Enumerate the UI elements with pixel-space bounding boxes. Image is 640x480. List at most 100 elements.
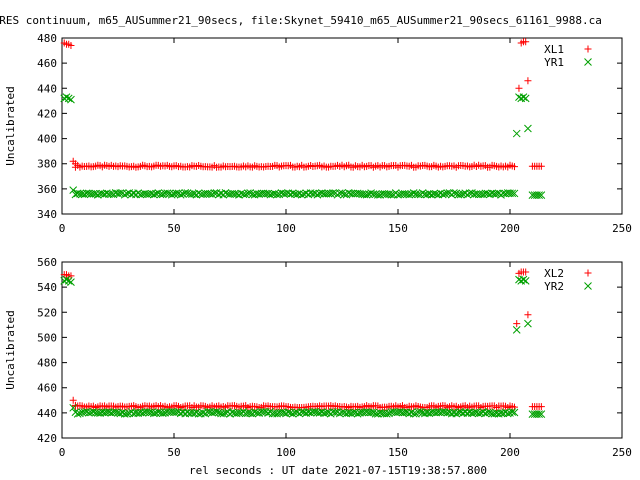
data-point	[474, 409, 483, 418]
data-point	[273, 190, 281, 199]
data-point	[524, 124, 532, 133]
y-tick-label: 340	[37, 208, 57, 221]
x-tick-label: 250	[612, 446, 632, 459]
data-point	[154, 408, 163, 416]
chart-title: HIRES continuum, m65_AUSummer21_90secs, …	[0, 14, 602, 27]
data-point	[288, 409, 297, 418]
data-point	[418, 189, 427, 197]
data-point	[385, 409, 393, 418]
data-point	[409, 189, 418, 197]
data-point	[288, 189, 297, 198]
data-point	[438, 190, 447, 199]
data-point	[338, 408, 346, 417]
data-point	[235, 409, 243, 417]
data-point	[253, 409, 261, 417]
data-point	[362, 190, 371, 199]
plot-2: 420 440 460 480 500 520 540 560 0 50 100 150 200 250 U…	[4, 256, 632, 459]
data-point	[210, 189, 219, 197]
data-point	[69, 186, 78, 194]
data-point	[64, 277, 73, 285]
data-point	[535, 191, 543, 199]
data-point	[219, 409, 228, 418]
legend-marker	[584, 282, 592, 290]
data-point	[255, 409, 263, 418]
data-point	[62, 93, 71, 101]
data-point	[212, 408, 221, 416]
y-axis-label: Uncalibrated	[4, 310, 17, 389]
data-point	[192, 408, 201, 417]
data-point	[416, 408, 425, 416]
data-point	[261, 189, 270, 198]
data-point	[118, 408, 127, 417]
y-tick-label: 440	[37, 407, 57, 420]
data-point	[481, 189, 490, 198]
data-point	[154, 189, 163, 197]
data-point	[450, 189, 458, 197]
x-tick-label: 200	[500, 222, 520, 235]
data-point	[93, 190, 102, 199]
data-point	[537, 410, 546, 418]
data-point	[521, 94, 530, 103]
data-point	[512, 326, 521, 334]
y-tick-label: 480	[37, 32, 57, 45]
data-point	[387, 190, 396, 199]
data-point	[111, 408, 120, 417]
data-point	[221, 409, 230, 417]
data-point	[80, 190, 89, 199]
y-tick-label: 460	[37, 57, 57, 70]
data-point	[228, 408, 237, 417]
x-tick-label: 150	[388, 446, 408, 459]
data-point	[158, 409, 167, 418]
data-point	[443, 408, 452, 417]
x-tick-label: 100	[276, 222, 296, 235]
data-point	[284, 408, 293, 417]
y-tick-label: 420	[37, 107, 57, 120]
data-point	[524, 319, 532, 328]
data-point	[522, 38, 530, 46]
data-point	[382, 409, 391, 418]
data-point	[492, 189, 501, 198]
data-point	[221, 189, 230, 197]
data-point	[338, 189, 346, 197]
data-point	[335, 189, 344, 198]
data-point	[138, 409, 147, 417]
x-tick-label: 100	[276, 446, 296, 459]
data-point	[67, 42, 75, 50]
data-point	[237, 189, 246, 198]
data-point	[163, 189, 172, 198]
data-point	[306, 409, 315, 417]
y-tick-label: 520	[37, 306, 57, 319]
data-point	[214, 408, 223, 417]
y-tick-label: 360	[37, 183, 57, 196]
data-point	[69, 403, 78, 412]
data-point	[519, 93, 528, 101]
data-point	[194, 409, 203, 418]
data-point	[239, 408, 248, 416]
data-point	[353, 409, 362, 418]
data-point	[304, 190, 313, 199]
data-point	[373, 191, 382, 199]
data-point	[508, 408, 517, 416]
data-point	[179, 190, 187, 198]
legend-label: XL1	[544, 43, 564, 56]
y-tick-label: 560	[37, 256, 57, 269]
data-point	[107, 190, 116, 198]
series-XL1	[60, 38, 545, 171]
data-point	[443, 189, 452, 197]
data-point	[73, 409, 82, 418]
x-tick-label: 50	[167, 446, 180, 459]
data-point	[69, 396, 77, 404]
data-point	[297, 408, 306, 416]
data-point	[414, 190, 423, 199]
data-point	[367, 189, 375, 197]
x-tick-label: 0	[59, 446, 66, 459]
data-point	[369, 408, 378, 417]
data-point	[176, 190, 185, 199]
data-point	[349, 408, 358, 417]
data-point	[244, 189, 252, 198]
legend-label: YR1	[544, 56, 564, 69]
legend-marker	[584, 58, 592, 66]
data-point	[172, 408, 181, 417]
data-point	[335, 409, 344, 418]
